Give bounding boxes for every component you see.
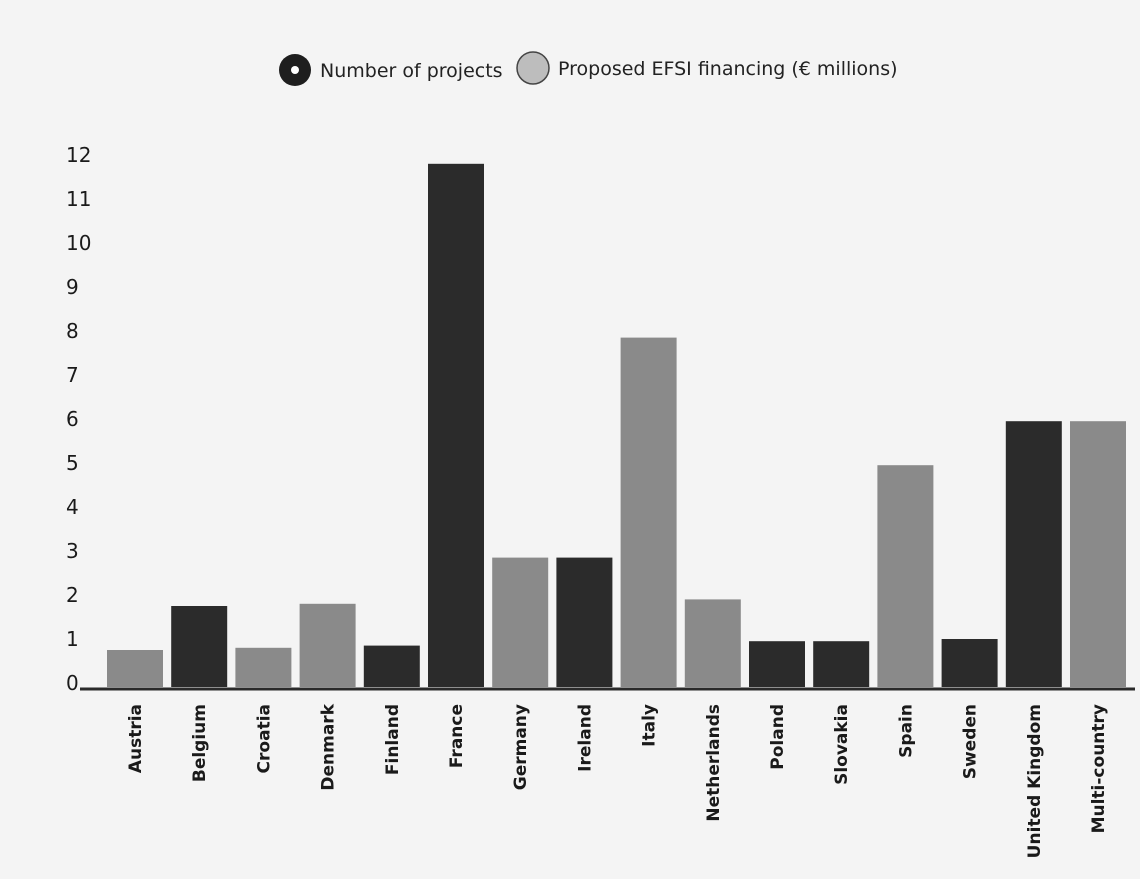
y-tick-label: 1 — [66, 627, 79, 651]
bar-spain — [877, 465, 934, 687]
x-tick-label: France — [447, 704, 467, 768]
bar-italy — [620, 337, 677, 687]
x-tick-label: Germany — [511, 704, 531, 790]
bar-croatia — [235, 647, 292, 687]
x-tick-label: Netherlands — [704, 704, 724, 822]
x-tick-label: Austria — [126, 704, 146, 773]
y-tick-label: 3 — [66, 539, 79, 563]
y-tick-label: 9 — [66, 275, 79, 299]
bar-ireland — [556, 557, 613, 687]
legend-swatch-financing-icon — [516, 51, 550, 85]
bar-sweden — [941, 639, 998, 687]
y-tick-label: 7 — [66, 363, 79, 387]
y-tick-label: 10 — [66, 231, 91, 255]
y-tick-label: 11 — [66, 187, 91, 211]
bar-slovakia — [813, 641, 870, 687]
bar-multi-country — [1070, 421, 1126, 687]
bar-finland — [363, 645, 420, 687]
bar-france — [428, 163, 484, 688]
legend-swatch-projects-dot-icon — [291, 66, 299, 74]
bar-netherlands — [684, 599, 741, 687]
y-tick-label: 12 — [66, 143, 91, 167]
bars — [107, 163, 1126, 688]
legend: Number of projects Proposed EFSI financi… — [279, 51, 898, 86]
x-tick-label: Slovakia — [832, 704, 852, 785]
x-tick-label: Spain — [896, 704, 916, 758]
x-tick-label: Croatia — [254, 704, 274, 773]
x-tick-label: Belgium — [190, 704, 210, 782]
y-tick-label: 8 — [66, 319, 79, 343]
y-tick-label: 6 — [66, 407, 79, 431]
x-tick-label: Finland — [383, 704, 403, 775]
x-tick-label: Ireland — [575, 704, 595, 772]
bar-united-kingdom — [1005, 421, 1062, 687]
x-tick-label: Denmark — [319, 703, 339, 790]
y-tick-label: 5 — [66, 451, 79, 475]
x-tick-label: Multi-country — [1089, 704, 1109, 833]
bar-denmark — [299, 603, 356, 687]
legend-item-projects: Number of projects — [279, 54, 503, 86]
x-tick-label: Italy — [640, 704, 660, 747]
bar-poland — [749, 641, 805, 687]
legend-label-projects: Number of projects — [320, 60, 503, 82]
y-tick-label: 0 — [66, 671, 79, 695]
x-tick-label: United Kingdom — [1025, 704, 1045, 858]
y-tick-label: 4 — [66, 495, 79, 519]
bar-belgium — [171, 606, 228, 687]
x-axis: Austria Belgium Croatia Denmark Finland Franc… — [126, 703, 1109, 858]
legend-item-financing: Proposed EFSI financing (€ millions) — [516, 51, 898, 85]
y-tick-label: 2 — [66, 583, 79, 607]
legend-label-financing: Proposed EFSI financing (€ millions) — [558, 58, 898, 80]
x-tick-label: Poland — [768, 704, 788, 770]
bar-austria — [107, 650, 163, 687]
bar-germany — [492, 557, 549, 687]
x-tick-label: Sweden — [961, 704, 981, 779]
